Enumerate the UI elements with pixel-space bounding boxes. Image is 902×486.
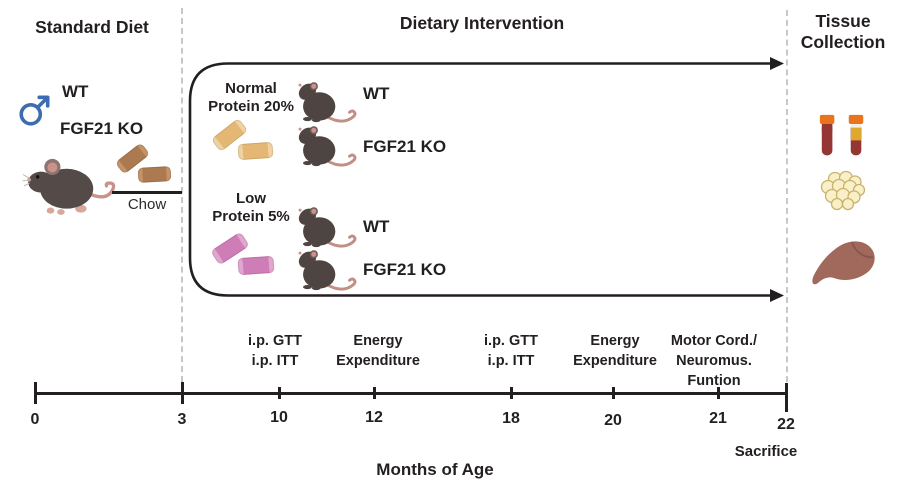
timeline-tick-10	[278, 387, 281, 399]
mouse-lp-ko-icon	[296, 247, 357, 292]
standard-ko-label: FGF21 KO	[60, 119, 144, 138]
phase-divider-right	[786, 10, 788, 392]
lp-ko-label: FGF21 KO	[363, 260, 447, 279]
blood-tube-separated	[848, 114, 864, 156]
assessment-line: i.p. GTT	[484, 333, 538, 349]
tissue-collection-title: Tissue Collection	[793, 11, 893, 53]
dietary-intervention-title: Dietary Intervention	[399, 13, 565, 33]
timeline-tick-20	[612, 387, 615, 399]
blood-tubes-icon	[819, 114, 864, 156]
tick-label-10: 10	[270, 409, 288, 426]
assessment-line: i.p. ITT	[487, 353, 535, 369]
assessment-gtt-itt-18: i.p. GTT i.p. ITT	[459, 331, 563, 371]
assessment-line: Motor Cord./	[670, 333, 758, 349]
low-protein-pellet-icon	[237, 255, 275, 276]
low-protein-label: Low Protein 5%	[196, 190, 306, 225]
assessment-gtt-itt-10: i.p. GTT i.p. ITT	[223, 331, 327, 371]
lp-wt-label: WT	[363, 217, 390, 236]
tick-label-22: 22	[777, 416, 795, 433]
blood-tube-full	[819, 114, 835, 156]
liver-icon	[812, 241, 875, 285]
tick-label-18: 18	[502, 410, 520, 427]
assessment-energy-12: Energy Expenditure	[326, 331, 430, 371]
timeline-tick-22	[785, 383, 788, 412]
tick-label-20: 20	[604, 412, 622, 429]
timeline-tick-21	[717, 387, 720, 399]
assessment-line: Expenditure	[573, 353, 657, 369]
male-symbol-icon	[19, 95, 50, 126]
timeline-axis	[34, 392, 787, 395]
assessment-line: Funtion	[687, 373, 741, 389]
normal-protein-label-line2: Protein 20%	[208, 97, 294, 115]
assessment-line: i.p. GTT	[248, 333, 302, 349]
sacrifice-label: Sacrifice	[734, 443, 798, 460]
assessment-energy-20: Energy Expenditure	[563, 331, 667, 371]
mouse-np-wt-icon	[296, 79, 357, 124]
timeline-tick-0	[34, 382, 37, 404]
months-of-age-label: Months of Age	[376, 460, 494, 479]
tick-label-21: 21	[709, 410, 727, 427]
adipose-tissue-icon	[820, 170, 866, 211]
tissue-collection-title-line1: Tissue	[815, 11, 871, 31]
np-wt-label: WT	[363, 84, 390, 103]
timeline-tick-18	[510, 387, 513, 399]
arrow-right-icon	[770, 289, 784, 302]
assessment-line: i.p. ITT	[251, 353, 299, 369]
low-protein-label-line2: Protein 5%	[212, 207, 290, 225]
assessment-line: Energy	[353, 333, 403, 349]
phase-divider-left	[181, 8, 183, 392]
tick-label-3: 3	[177, 411, 187, 428]
standard-diet-title: Standard Diet	[35, 17, 149, 37]
assessment-line: Expenditure	[336, 353, 420, 369]
normal-protein-label-line1: Normal	[225, 80, 277, 97]
arrow-right-icon	[770, 57, 784, 70]
assessment-motor-21: Motor Cord./ Neuromus. Funtion	[662, 331, 766, 391]
timeline-tick-3	[181, 382, 184, 404]
assessment-line: Energy	[590, 333, 640, 349]
mouse-np-ko-icon	[296, 123, 357, 168]
tick-label-0: 0	[30, 411, 40, 428]
normal-protein-label: Normal Protein 20%	[196, 80, 306, 115]
np-ko-label: FGF21 KO	[363, 137, 447, 156]
chow-label: Chow	[127, 196, 167, 213]
timeline-tick-12	[373, 387, 376, 399]
tick-label-12: 12	[365, 409, 383, 426]
chow-underline	[112, 191, 182, 194]
low-protein-label-line1: Low	[236, 190, 266, 207]
tissue-collection-title-line2: Collection	[800, 32, 886, 52]
standard-wt-label: WT	[62, 82, 89, 101]
mouse-lp-wt-icon	[296, 204, 357, 249]
normal-protein-pellet-icon	[237, 141, 274, 161]
assessment-line: Neuromus.	[676, 353, 752, 369]
